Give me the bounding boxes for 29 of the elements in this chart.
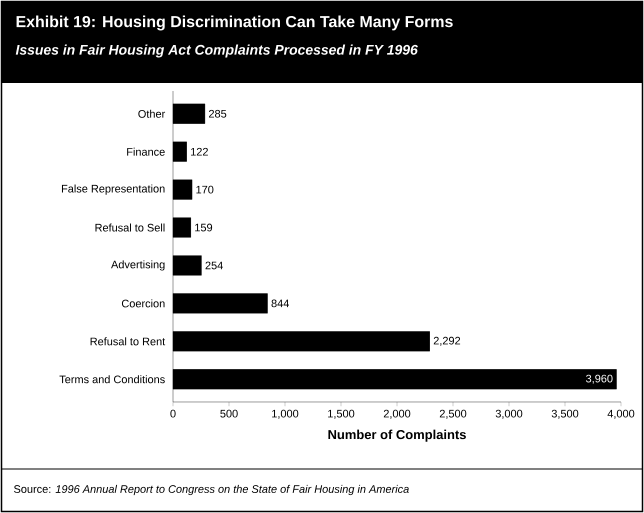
data-label: 170 bbox=[196, 186, 214, 194]
x-tick-label: 4,000 bbox=[608, 410, 634, 419]
y-tick-label: Coercion bbox=[122, 299, 165, 308]
x-tick-label: 1,500 bbox=[328, 410, 354, 419]
x-tick-label: 1,000 bbox=[272, 410, 298, 419]
y-tick-label: Terms and Conditions bbox=[59, 375, 165, 384]
x-tick-label: 500 bbox=[220, 410, 238, 418]
data-label: 2,292 bbox=[434, 336, 460, 346]
x-tick-label: 2,000 bbox=[384, 410, 410, 419]
y-tick-label: Other bbox=[138, 110, 166, 118]
chart-subtitle: Issues in Fair Housing Act Complaints Processed in FY 1996 bbox=[16, 44, 418, 58]
y-tick-label: Advertising bbox=[111, 260, 165, 271]
y-tick-label: Refusal to Sell bbox=[95, 224, 164, 232]
data-label: 3,960 bbox=[586, 374, 613, 384]
chart-title: Exhibit 19: Housing Discrimination Can Take Many Forms bbox=[16, 16, 453, 30]
data-label: 844 bbox=[272, 300, 290, 308]
data-label: 285 bbox=[208, 110, 226, 118]
x-tick-label: 0 bbox=[170, 410, 176, 418]
x-tick-label: 3,000 bbox=[496, 410, 522, 419]
x-tick-label: 3,500 bbox=[552, 410, 578, 419]
y-tick-label: False Representation bbox=[62, 184, 164, 195]
data-label: 122 bbox=[191, 148, 208, 156]
y-tick-label: Finance bbox=[127, 148, 165, 156]
data-label: 159 bbox=[195, 224, 212, 232]
x-tick-label: 2,500 bbox=[440, 410, 466, 419]
source-note: Source: 1996 Annual Report to Congress on the State of Fair Housing in America bbox=[14, 484, 409, 496]
data-label: 254 bbox=[206, 262, 223, 270]
x-axis-title: Number of Complaints bbox=[328, 430, 466, 442]
y-tick-label: Refusal to Rent bbox=[90, 337, 166, 346]
